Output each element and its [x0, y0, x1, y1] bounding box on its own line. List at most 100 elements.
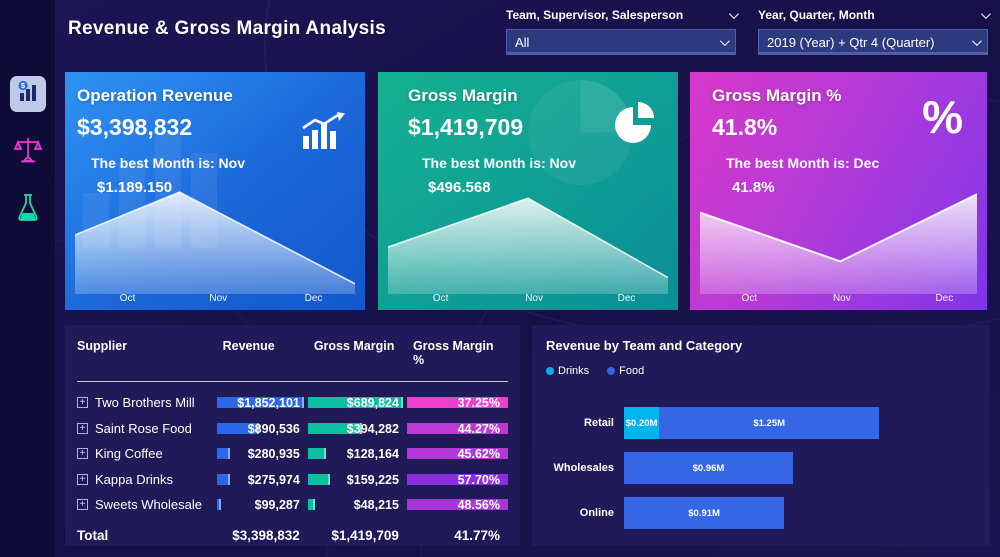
- col-header-supplier[interactable]: Supplier: [77, 339, 128, 353]
- filter-team: Team, Supervisor, Salesperson All: [506, 6, 739, 55]
- supplier-name: Saint Rose Food: [95, 420, 192, 436]
- table-row[interactable]: King Coffee $280,935 $128,164 45.62%: [77, 441, 508, 467]
- revenue-cell: $275,974: [216, 472, 304, 487]
- revenue-value: $275,974: [247, 472, 300, 487]
- month-label: Nov: [832, 293, 851, 304]
- best-month-label: The best Month is: Nov: [91, 155, 245, 171]
- filter-period-header[interactable]: Year, Quarter, Month: [758, 6, 991, 24]
- margin-data-bar: [307, 499, 315, 511]
- gross-margin-cell: $394,282: [307, 421, 403, 436]
- bar-segment[interactable]: $1.25M: [659, 407, 880, 439]
- gross-margin-pct-cell: 48.56%: [406, 497, 508, 512]
- month-label: Nov: [209, 293, 228, 304]
- month-axis: Oct Nov Dec: [75, 293, 355, 306]
- month-axis: Oct Nov Dec: [700, 293, 977, 306]
- col-header-gross-margin[interactable]: Gross Margin: [313, 339, 395, 353]
- month-label: Oct: [119, 293, 136, 304]
- revenue-cell: $1,852,101: [216, 395, 304, 411]
- sparkline-area-chart: [75, 191, 355, 294]
- expand-icon[interactable]: [77, 448, 88, 460]
- segment-value: $0.20M: [625, 417, 658, 429]
- legend-label: Drinks: [558, 365, 590, 377]
- bar-chart-arrow-icon: [297, 112, 349, 157]
- filter-team-value: All: [515, 34, 530, 50]
- filter-team-label: Team, Supervisor, Salesperson: [506, 8, 684, 22]
- filter-team-header[interactable]: Team, Supervisor, Salesperson: [506, 6, 739, 24]
- bar-track: $0.20M $1.25M: [624, 407, 976, 439]
- card-value: 41.8%: [712, 114, 778, 140]
- margin-data-bar: [307, 473, 330, 485]
- best-month-value: $496.568: [428, 179, 491, 196]
- chevron-down-icon: [719, 35, 730, 46]
- revenue-value: $280,935: [247, 447, 300, 462]
- legend-label: Food: [619, 365, 645, 377]
- gross-margin-value: $159,225: [346, 472, 399, 487]
- pct-highlight: [406, 422, 508, 434]
- table-row[interactable]: Two Brothers Mill $1,852,101 $689,824 37…: [77, 390, 508, 416]
- bar-row: Retail $0.20M $1.25M: [546, 407, 976, 439]
- gross-margin-cell: $128,164: [307, 446, 403, 461]
- total-label: Total: [77, 528, 109, 543]
- revenue-data-bar: [216, 473, 230, 485]
- gross-margin-pct-value: 44.27%: [457, 421, 500, 436]
- chart-title: Revenue by Team and Category: [546, 338, 743, 353]
- col-header-gross-margin-pct[interactable]: Gross Margin %: [412, 339, 494, 367]
- sidebar-item-lab-analysis[interactable]: [10, 192, 46, 228]
- table-total-row: Total $3,398,832 $1,419,709 41.77%: [77, 521, 508, 551]
- filter-team-dropdown[interactable]: All: [506, 29, 736, 55]
- card-value: $3,398,832: [77, 114, 193, 140]
- sparkline-line-chart: [700, 193, 977, 294]
- sidebar-item-margin-balance[interactable]: [10, 134, 46, 170]
- bar-segment[interactable]: $0.96M: [624, 452, 793, 484]
- bar-chart-dollar-icon: $: [15, 79, 41, 110]
- segment-value: $0.91M: [688, 507, 720, 519]
- best-month-label: The best Month is: Dec: [726, 155, 880, 171]
- gross-margin-cell: $689,824: [307, 395, 403, 410]
- stacked-bar-chart: Retail $0.20M $1.25M Wholesales $: [546, 407, 976, 529]
- supplier-cell: Two Brothers Mill: [77, 395, 217, 410]
- expand-icon[interactable]: [77, 499, 88, 511]
- table-body: Two Brothers Mill $1,852,101 $689,824 37…: [77, 390, 508, 518]
- pct-highlight: [406, 448, 508, 460]
- revenue-data-bar: [216, 448, 230, 460]
- col-header-revenue[interactable]: Revenue: [222, 339, 275, 353]
- supplier-cell: Sweets Wholesale: [77, 497, 217, 512]
- filter-period-dropdown[interactable]: 2019 (Year) + Qtr 4 (Quarter): [758, 29, 988, 55]
- legend-dot-icon: [546, 367, 554, 375]
- month-label: Dec: [935, 293, 954, 304]
- revenue-cell: $280,935: [216, 446, 304, 462]
- gross-margin-cell: $48,215: [307, 497, 403, 512]
- bar-segment[interactable]: $0.91M: [624, 497, 785, 529]
- revenue-data-bar: [216, 499, 222, 511]
- pct-highlight: [406, 499, 508, 511]
- supplier-name: Kappa Drinks: [95, 471, 174, 487]
- chevron-down-icon: [728, 8, 739, 19]
- legend-item[interactable]: Drinks: [546, 365, 589, 377]
- table-row[interactable]: Kappa Drinks $275,974 $159,225 57.70%: [77, 467, 508, 493]
- expand-icon[interactable]: [77, 397, 88, 409]
- month-label: Dec: [304, 293, 323, 304]
- bar-segment[interactable]: $0.20M: [624, 407, 660, 439]
- card-title: Gross Margin: [408, 86, 518, 105]
- bar-track: $0.96M: [624, 452, 976, 484]
- month-label: Oct: [432, 293, 449, 304]
- sidebar-item-revenue-analysis[interactable]: $: [9, 76, 46, 112]
- gross-margin-pct-cell: 37.25%: [406, 395, 508, 410]
- balance-scale-icon: [12, 134, 44, 171]
- table-row[interactable]: Sweets Wholesale $99,287 $48,215 48.56%: [77, 492, 508, 518]
- best-month-value: 41.8%: [732, 179, 775, 196]
- table-row[interactable]: Saint Rose Food $890,536 $394,282 44.27%: [77, 416, 508, 442]
- kpi-card-operation-revenue: Operation Revenue $3,398,832 The best Mo…: [65, 72, 365, 310]
- supplier-cell: Saint Rose Food: [77, 421, 217, 436]
- expand-icon[interactable]: [77, 422, 88, 434]
- total-gross-margin-pct: 41.77%: [454, 528, 500, 543]
- revenue-value: $1,852,101: [237, 396, 300, 411]
- svg-text:$: $: [20, 81, 25, 90]
- gross-margin-cell: $159,225: [307, 472, 403, 487]
- gross-margin-pct-value: 57.70%: [457, 472, 500, 487]
- supplier-name: Sweets Wholesale: [95, 497, 202, 513]
- category-label: Wholesales: [553, 462, 614, 474]
- legend-item[interactable]: Food: [607, 365, 644, 377]
- percent-icon: %: [922, 91, 963, 143]
- expand-icon[interactable]: [77, 473, 88, 485]
